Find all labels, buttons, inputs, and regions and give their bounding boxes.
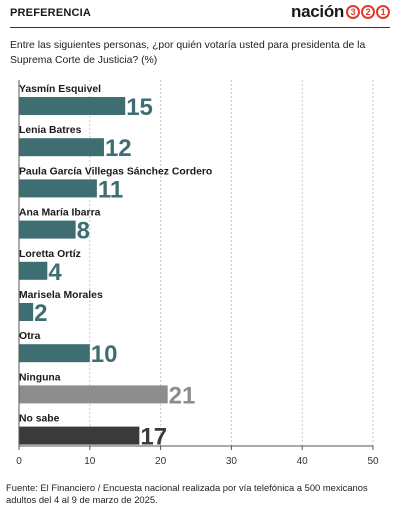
value-label: 15 (126, 94, 153, 121)
category-label: Ana María Ibarra (19, 208, 101, 219)
category-label: Paula García Villegas Sánchez Cordero (19, 166, 212, 177)
value-label: 2 (34, 300, 47, 327)
value-label: 17 (140, 424, 167, 451)
value-label: 8 (77, 218, 90, 245)
bar (19, 303, 34, 321)
brand-digit: 1 (376, 5, 390, 19)
category-label: Loretta Ortíz (19, 249, 81, 260)
category-label: Otra (19, 331, 41, 342)
source-note: Fuente: El Financiero / Encuesta naciona… (6, 482, 368, 505)
bar (19, 385, 168, 404)
brand-logo: nación 3 2 1 (291, 2, 390, 22)
header-rule (10, 27, 390, 28)
x-tick-label: 10 (84, 456, 96, 467)
brand-word: nación (291, 2, 344, 21)
bar-chart: Yasmín Esquivel 15 Lenia Batres 12 Paula Gar… (16, 80, 379, 467)
brand-digit: 3 (346, 5, 360, 19)
x-tick-label: 20 (155, 456, 167, 467)
bar (19, 426, 140, 445)
bar (19, 138, 104, 157)
category-label: Lenia Batres (19, 125, 82, 136)
value-label: 4 (48, 259, 62, 286)
bar (19, 261, 48, 280)
bar (19, 97, 126, 115)
value-label: 12 (105, 135, 132, 162)
category-label: Marisela Morales (19, 290, 103, 301)
value-label: 10 (91, 341, 118, 368)
x-tick-label: 30 (226, 456, 238, 467)
section-label: PREFERENCIA (10, 7, 92, 19)
bar (19, 344, 90, 363)
x-tick-label: 0 (16, 456, 22, 467)
category-label: Ninguna (19, 372, 61, 383)
brand-digits: 3 2 1 (345, 5, 390, 19)
question-text: Entre las siguientes personas, ¿por quié… (10, 40, 366, 66)
bar (19, 220, 76, 239)
header: PREFERENCIA nación 3 2 1 (0, 0, 400, 28)
brand-digit: 2 (361, 5, 375, 19)
x-tick-label: 40 (297, 456, 309, 467)
category-label: No sabe (19, 414, 60, 425)
x-tick-label: 50 (367, 456, 379, 467)
value-label: 11 (98, 176, 123, 203)
value-label: 21 (169, 382, 196, 409)
category-label: Yasmín Esquivel (19, 84, 101, 95)
bar (19, 179, 97, 198)
